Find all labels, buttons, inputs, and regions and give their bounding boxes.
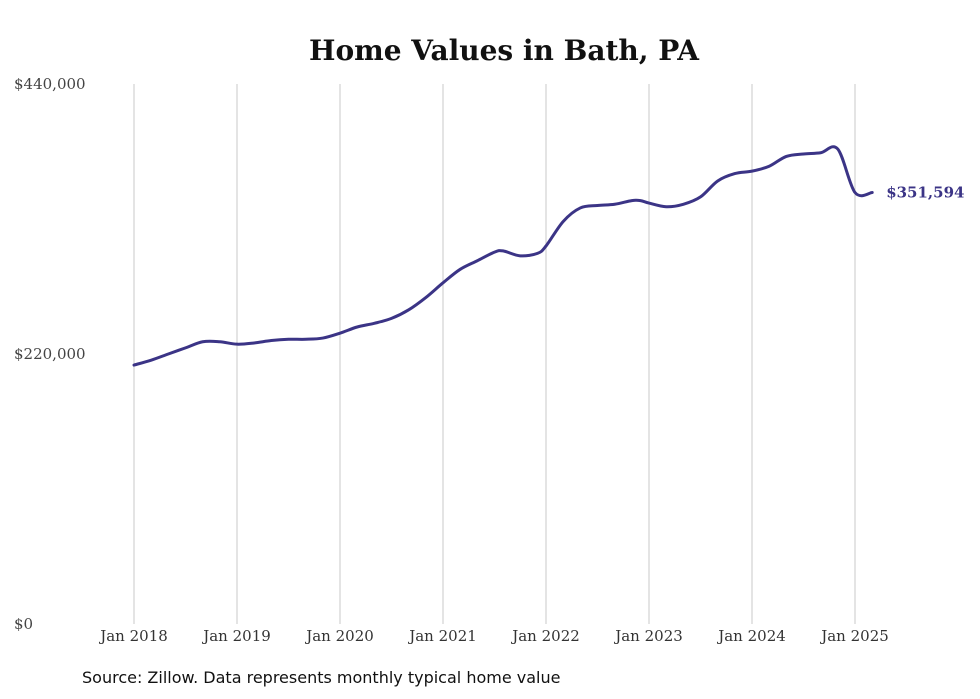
source-note: Source: Zillow. Data represents monthly … [82, 668, 561, 687]
x-tick-label: Jan 2021 [407, 627, 477, 645]
x-tick-label: Jan 2022 [510, 627, 580, 645]
chart-title: Home Values in Bath, PA [309, 34, 700, 67]
x-tick-label: Jan 2018 [98, 627, 168, 645]
gridlines [133, 84, 856, 624]
y-tick-label: $440,000 [14, 75, 86, 93]
y-axis: $0 $220,000 $440,000 [14, 75, 86, 633]
end-value-label: $351,594 [886, 183, 964, 201]
x-tick-label: Jan 2019 [201, 627, 271, 645]
y-tick-label: $0 [14, 615, 33, 633]
series: $351,594 [132, 145, 964, 367]
x-tick-label: Jan 2024 [716, 627, 786, 645]
x-tick-label: Jan 2025 [819, 627, 889, 645]
x-tick-label: Jan 2020 [304, 627, 374, 645]
x-axis: Jan 2018 Jan 2019 Jan 2020 Jan 2021 Jan 2022… [98, 627, 889, 645]
x-tick-label: Jan 2023 [613, 627, 683, 645]
series-line [132, 145, 874, 367]
y-tick-label: $220,000 [14, 345, 86, 363]
